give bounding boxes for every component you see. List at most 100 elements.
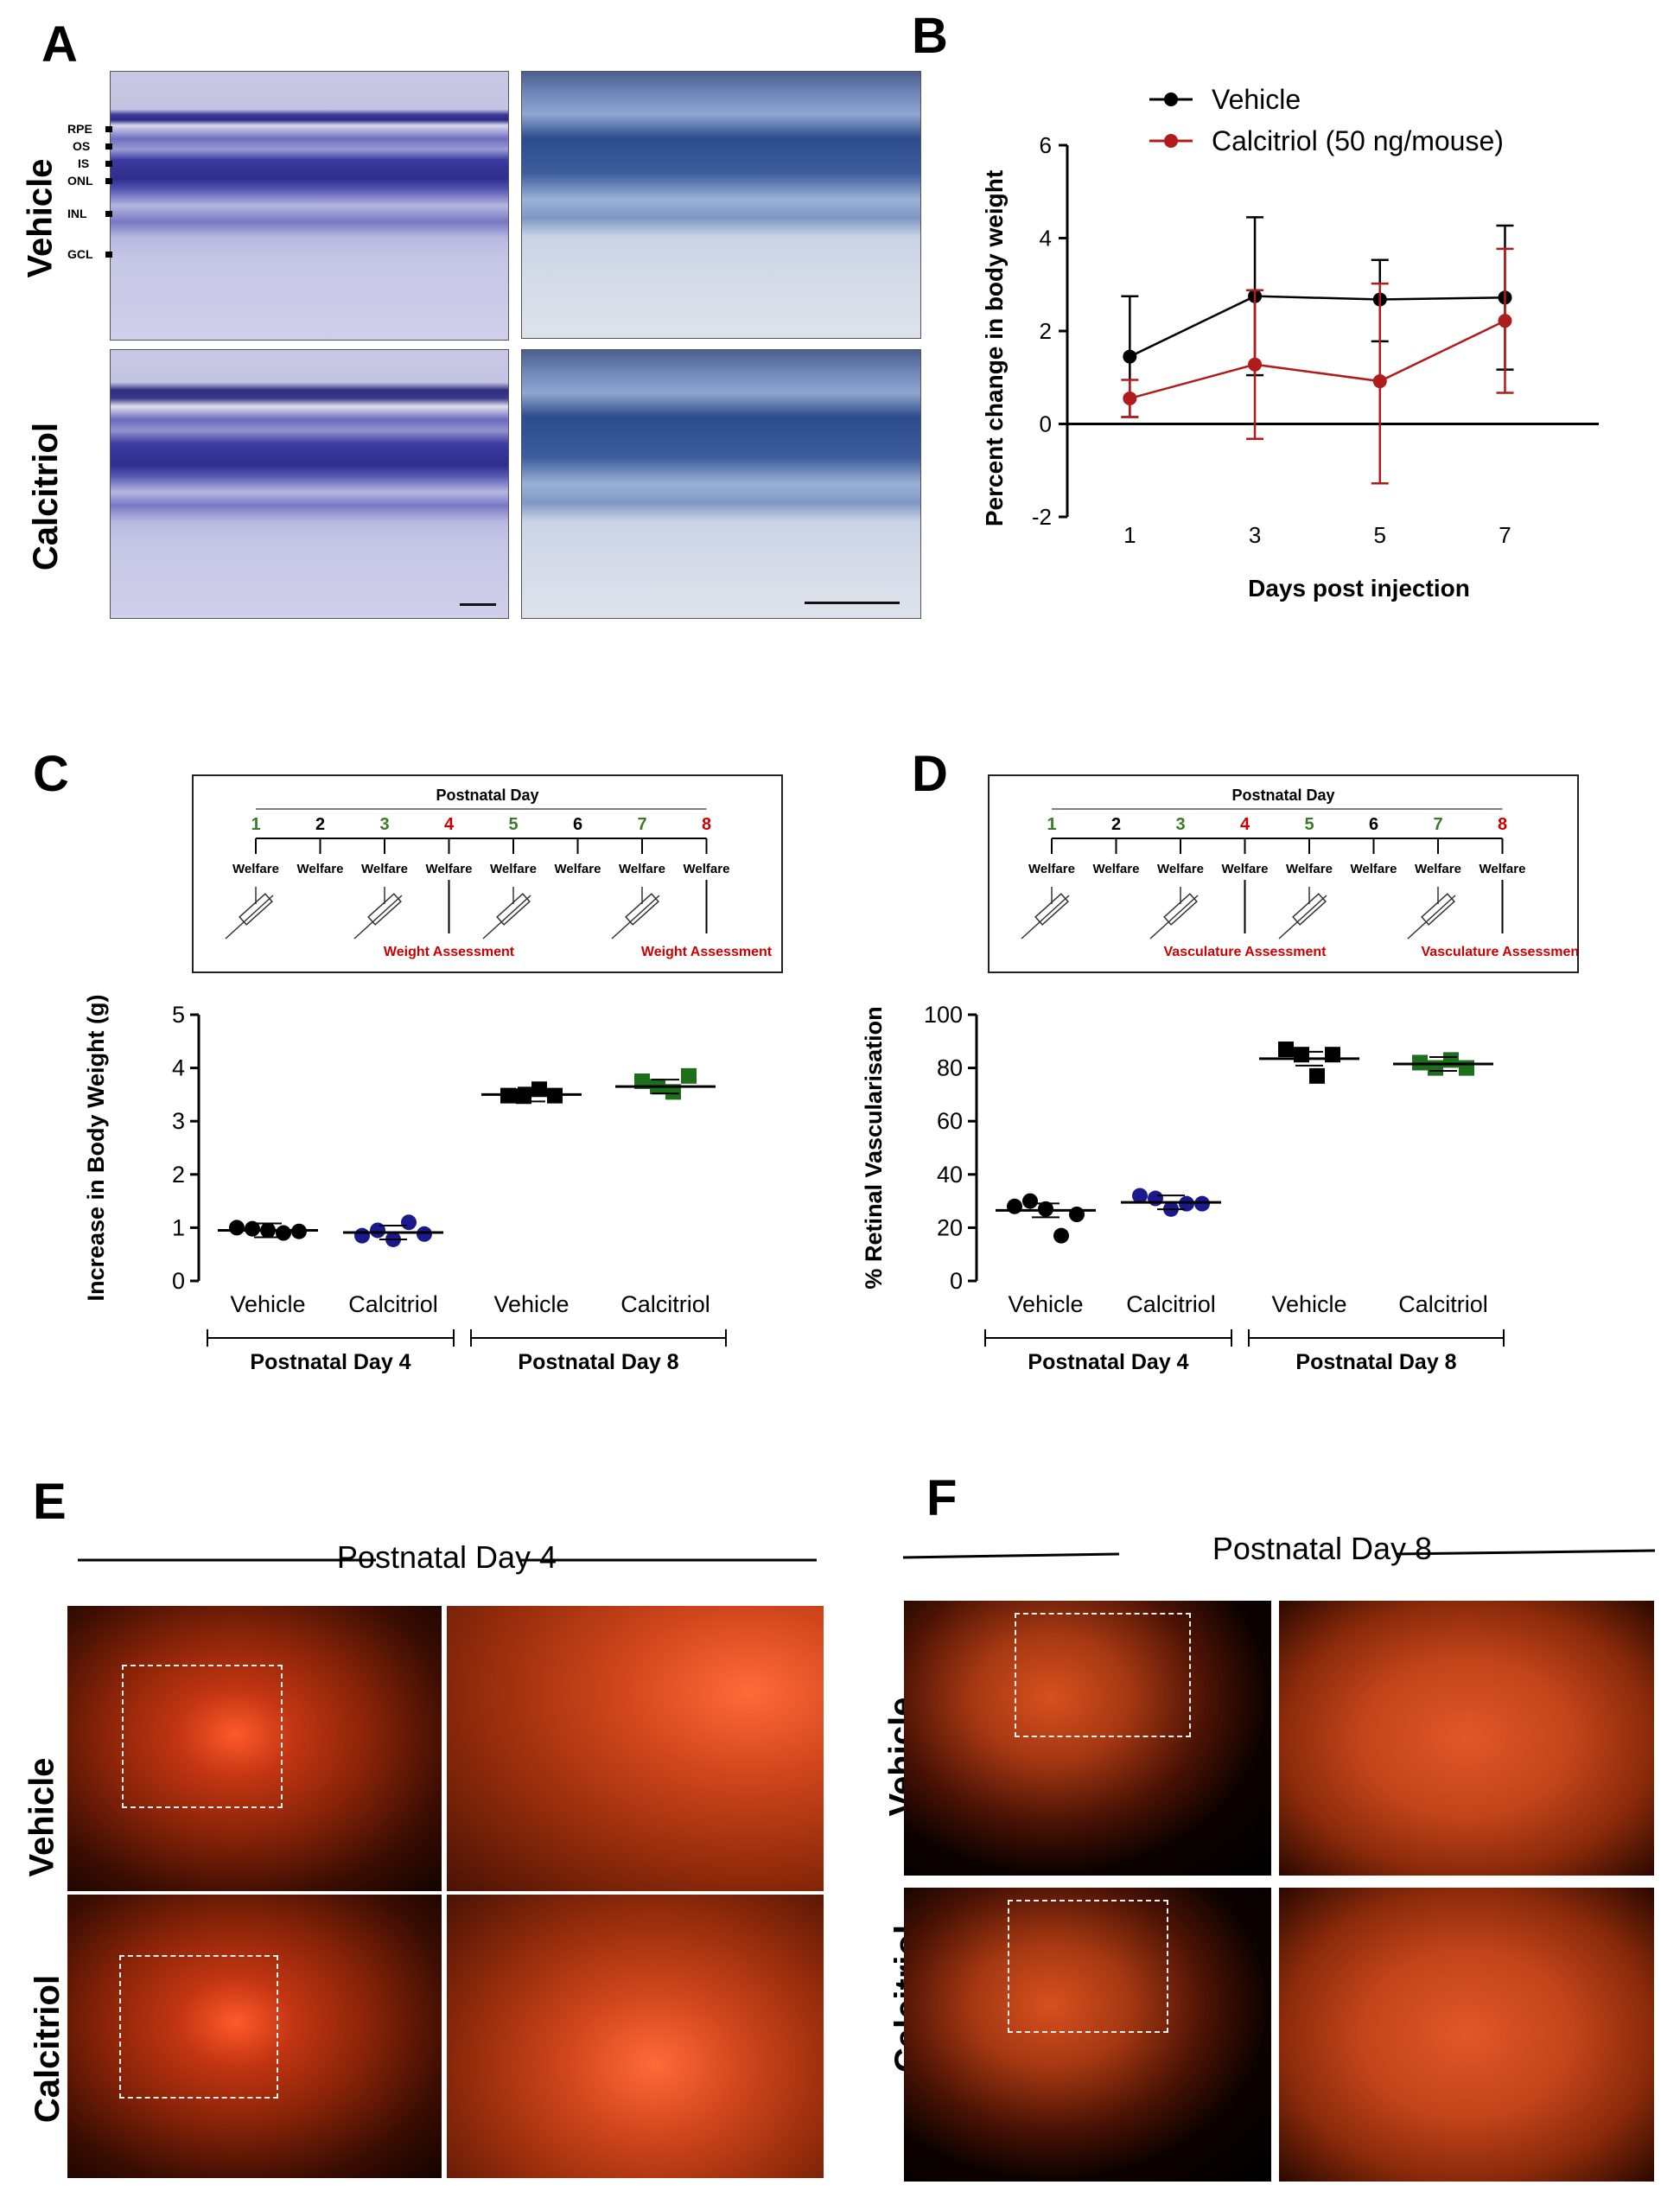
vehicle-retina-section-high-mag [521, 71, 921, 339]
legend-marker [1164, 92, 1178, 106]
x-tick-label: 7 [1499, 522, 1511, 548]
legend-label: Calcitriol (50 ng/mouse) [1212, 125, 1504, 156]
data-point [1038, 1201, 1053, 1217]
x-axis-title: Days post injection [1248, 575, 1470, 602]
data-point [1325, 1047, 1340, 1063]
assessment-label: Weight Assessment [384, 945, 515, 959]
syringe-barrel [1163, 893, 1198, 926]
y-tick-label: 0 [172, 1268, 185, 1294]
syringe-barrel [496, 893, 531, 926]
group-label: Postnatal Day 4 [250, 1350, 410, 1374]
pd8-calcitriol-flatmount-zoom [1279, 1888, 1654, 2182]
syringe-needle [482, 895, 531, 940]
day-label: 3 [1175, 815, 1185, 834]
layer-label-inl: INL [67, 207, 87, 220]
panel-e-row-vehicle: Vehicle [22, 1757, 61, 1877]
scale-bar [805, 602, 900, 604]
y-axis-title: Increase in Body Weight (g) [83, 994, 109, 1301]
welfare-label: Welfare [1222, 862, 1269, 876]
timeline-d: Postnatal Day 1 Welfare 2 Welfare 3 Welfare 4 We… [988, 774, 1584, 973]
welfare-label: Welfare [1157, 862, 1204, 876]
y-tick-label: 0 [1040, 411, 1052, 437]
data-point [634, 1073, 650, 1089]
timeline-title: Postnatal Day [436, 787, 538, 804]
welfare-label: Welfare [1480, 862, 1526, 876]
group-label: Postnatal Day 8 [1295, 1350, 1456, 1374]
syringe-barrel [367, 893, 402, 926]
data-point [1123, 391, 1137, 405]
layer-label-is: IS [78, 156, 89, 170]
panel-a-row-vehicle: Vehicle [21, 158, 60, 278]
x-category-label: Vehicle [230, 1291, 305, 1317]
data-point [1132, 1188, 1148, 1204]
panel-f-header: Postnatal Day 8 [902, 1531, 1656, 1566]
data-point [1294, 1047, 1309, 1063]
chart-retinal-vascularisation: 0 20 40 60 80 100 % Retinal Vascularisation Veh… [861, 1002, 1505, 1374]
welfare-label: Welfare [426, 862, 473, 876]
panel-label-f: F [926, 1470, 958, 1526]
welfare-label: Welfare [619, 862, 665, 876]
syringe-needle [1021, 895, 1070, 940]
x-category-label: Vehicle [1271, 1291, 1346, 1317]
data-point [370, 1222, 385, 1239]
welfare-label: Welfare [1351, 862, 1397, 876]
syringe-needle [1407, 895, 1456, 940]
panel-label-e: E [33, 1474, 67, 1530]
welfare-label: Welfare [1286, 862, 1333, 876]
y-tick-label: 60 [937, 1108, 963, 1134]
data-point [516, 1088, 531, 1105]
pd8-vehicle-flatmount-zoom [1279, 1601, 1654, 1876]
zoom-region-box [122, 1665, 283, 1808]
data-point [1069, 1207, 1085, 1222]
data-point [1443, 1052, 1459, 1068]
data-point [401, 1214, 417, 1231]
legend-marker [1164, 134, 1178, 148]
y-tick-label: 20 [937, 1214, 963, 1240]
y-tick-label: 5 [172, 1002, 185, 1028]
syringe-barrel [1292, 893, 1327, 926]
welfare-label: Welfare [490, 862, 537, 876]
day-label: 1 [1047, 815, 1056, 834]
syringe-needle [353, 895, 403, 940]
zoom-region-box [1008, 1900, 1168, 2033]
layer-label-gcl: GCL [67, 247, 93, 261]
data-point [1309, 1067, 1325, 1084]
data-point [1459, 1060, 1474, 1076]
day-label: 6 [573, 815, 582, 834]
x-category-label: Vehicle [493, 1291, 569, 1317]
y-tick-label: 100 [924, 1002, 963, 1028]
assessment-label: Weight Assessment [641, 945, 773, 959]
x-tick-label: 5 [1374, 522, 1386, 548]
layer-label-onl: ONL [67, 174, 93, 188]
zoom-region-box [119, 1955, 278, 2099]
day-label: 5 [508, 815, 518, 834]
data-point [531, 1081, 547, 1098]
y-tick-label: 6 [1040, 132, 1052, 158]
syringe-barrel [625, 893, 659, 926]
syringe-barrel [1034, 893, 1069, 926]
day-label: 2 [1111, 815, 1121, 834]
data-point [1179, 1195, 1194, 1212]
timeline-d-diagram: Postnatal Day 1 Welfare 2 Welfare 3 Welfare 4 We… [1021, 787, 1584, 959]
syringe-icon [1021, 887, 1070, 940]
x-tick-label: 1 [1123, 522, 1136, 548]
x-category-label: Calcitriol [1398, 1291, 1488, 1317]
y-axis-title: Percent change in body weight [981, 170, 1008, 526]
syringe-barrel [239, 893, 273, 926]
group-label: Postnatal Day 8 [518, 1350, 678, 1374]
syringe-barrel [1421, 893, 1455, 926]
y-tick-label: -2 [1032, 504, 1052, 530]
day-label: 8 [702, 815, 711, 834]
assessment-label: Vasculature Assessment [1422, 945, 1577, 959]
y-tick-label: 0 [950, 1268, 963, 1294]
x-tick-label: 3 [1249, 522, 1261, 548]
data-point [1123, 349, 1137, 364]
panel-e-row-calcitriol: Calcitriol [29, 1974, 67, 2124]
layer-label-rpe: RPE [67, 122, 92, 136]
day-label: 2 [315, 815, 325, 834]
data-point [681, 1067, 697, 1084]
pd4-vehicle-flatmount-zoom [447, 1606, 824, 1891]
data-point [1412, 1054, 1428, 1071]
data-point [1007, 1198, 1022, 1214]
day-label: 7 [1433, 815, 1442, 834]
